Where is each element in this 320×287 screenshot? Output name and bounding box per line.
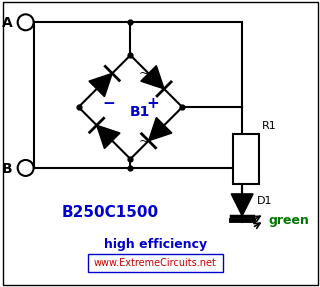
Polygon shape [89, 73, 112, 97]
Text: ~: ~ [138, 67, 148, 80]
Text: www.ExtremeCircuits.net: www.ExtremeCircuits.net [94, 258, 217, 268]
Text: ~: ~ [138, 135, 148, 148]
Text: A: A [2, 16, 13, 30]
Text: R1: R1 [262, 121, 277, 131]
Polygon shape [97, 125, 120, 149]
Polygon shape [141, 66, 164, 89]
Bar [233, 134, 259, 184]
Text: B: B [2, 162, 13, 176]
Text: D1: D1 [257, 196, 273, 206]
Text: −: − [102, 96, 115, 110]
Bar [87, 254, 223, 272]
Text: +: + [146, 96, 159, 110]
Text: green: green [268, 214, 309, 227]
Polygon shape [231, 194, 253, 216]
Text: B250C1500: B250C1500 [62, 205, 159, 220]
Text: 22k: 22k [241, 149, 251, 169]
Text: B1: B1 [130, 105, 151, 119]
Polygon shape [148, 117, 172, 141]
Text: high efficiency: high efficiency [104, 238, 207, 251]
